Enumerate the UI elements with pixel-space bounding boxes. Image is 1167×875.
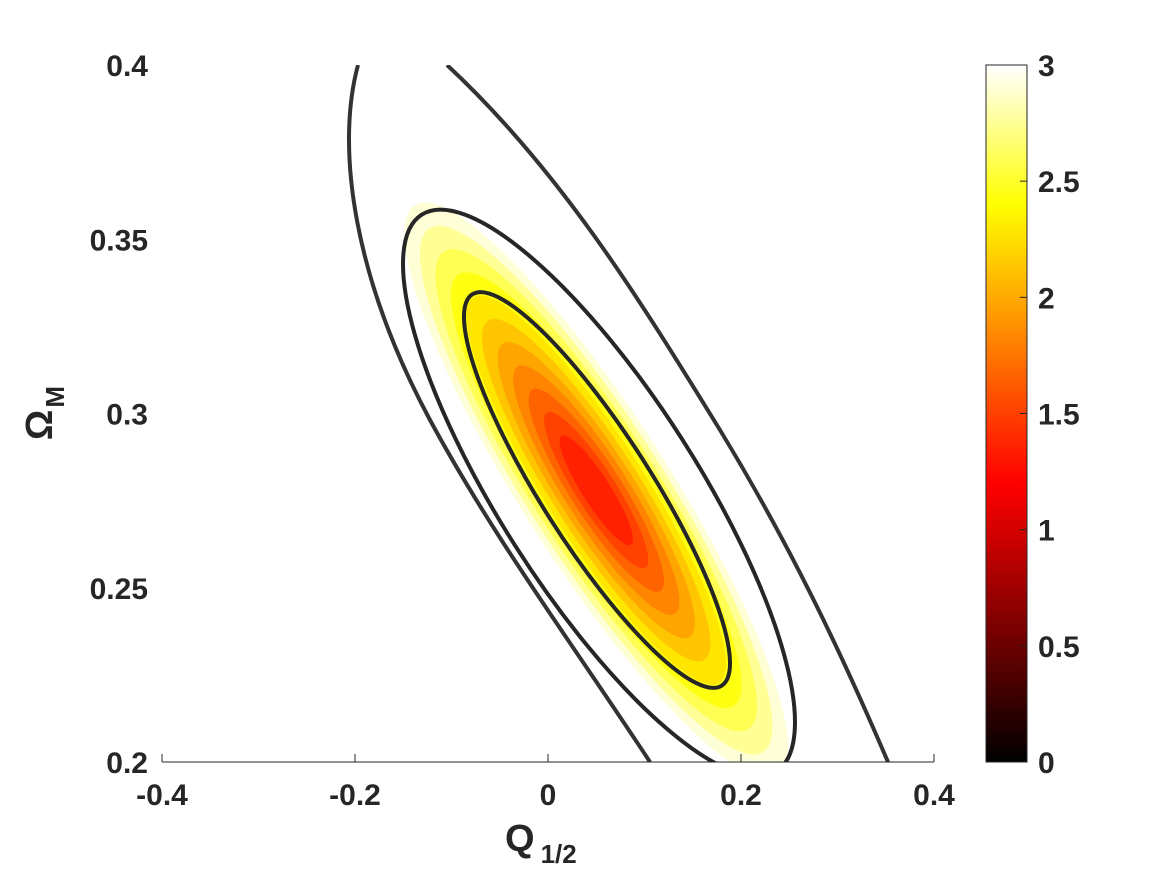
colorbar-tick-label: 3 bbox=[1038, 50, 1055, 83]
x-tick-label: 0.4 bbox=[913, 779, 955, 812]
x-axis-label-sub: 1/2 bbox=[541, 839, 577, 869]
x-axis-label-main: Q bbox=[505, 818, 535, 860]
x-tick-label: 0.2 bbox=[720, 779, 762, 812]
x-tick-label: -0.4 bbox=[136, 779, 188, 812]
y-tick-label: 0.3 bbox=[106, 399, 148, 432]
y-axis-label-main: Ω bbox=[19, 410, 61, 440]
confidence-contour-lines bbox=[347, 65, 890, 762]
colorbar-tick-label: 0.5 bbox=[1038, 631, 1080, 664]
x-tick-label: -0.2 bbox=[329, 779, 381, 812]
filled-contour-bands bbox=[388, 179, 804, 762]
colorbar-tick-label: 2.5 bbox=[1038, 166, 1080, 199]
colorbar-tick-label: 1.5 bbox=[1038, 399, 1080, 432]
y-axis-label: ΩM bbox=[19, 386, 70, 440]
y-tick-label: 0.2 bbox=[106, 747, 148, 780]
y-axis-ticks: 0.2 0.25 0.3 0.35 0.4 bbox=[90, 50, 149, 780]
colorbar-tick-label: 2 bbox=[1038, 282, 1055, 315]
y-axis-label-sub: M bbox=[40, 386, 70, 408]
x-axis-label: Q 1/2 bbox=[505, 818, 577, 869]
y-tick-label: 0.35 bbox=[90, 224, 148, 257]
contour-3sigma-left bbox=[347, 65, 652, 762]
colorbar-tick-label: 1 bbox=[1038, 515, 1055, 548]
contour-band bbox=[559, 435, 633, 546]
contour-2sigma bbox=[401, 207, 797, 762]
colorbar-ticks: 0 0.5 1 1.5 2 2.5 3 bbox=[1020, 50, 1080, 780]
colorbar-tick-label: 0 bbox=[1038, 747, 1055, 780]
contour-3sigma-right bbox=[445, 65, 890, 762]
contour-1sigma bbox=[461, 290, 733, 690]
x-tick-label: 0 bbox=[540, 779, 557, 812]
y-tick-label: 0.25 bbox=[90, 573, 148, 606]
x-axis-ticks: -0.4 -0.2 0 0.2 0.4 bbox=[136, 754, 955, 812]
y-tick-label: 0.4 bbox=[106, 50, 148, 83]
